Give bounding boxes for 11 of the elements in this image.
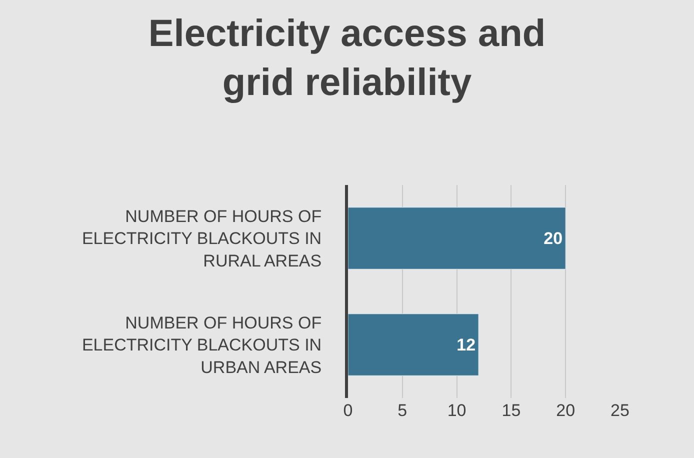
data-label: 12 xyxy=(456,335,476,354)
data-label: 20 xyxy=(544,228,563,248)
chart-title: Electricity access and grid reliability xyxy=(148,12,546,104)
x-tick-label: 25 xyxy=(610,401,630,420)
y-tick-label: NUMBER OF HOURS OF ELECTRICITY BLACKOUTS IN RURAL AREAS xyxy=(82,207,322,270)
x-tick-label: 10 xyxy=(447,401,466,420)
y-tick-label: NUMBER OF HOURS OF ELECTRICITY BLACKOUTS IN URBAN AREAS xyxy=(82,314,322,377)
x-tick-label: 20 xyxy=(556,401,576,420)
x-tick-label: 15 xyxy=(502,401,521,420)
x-tick-label: 5 xyxy=(398,401,408,420)
x-tick-label: 0 xyxy=(343,401,353,420)
